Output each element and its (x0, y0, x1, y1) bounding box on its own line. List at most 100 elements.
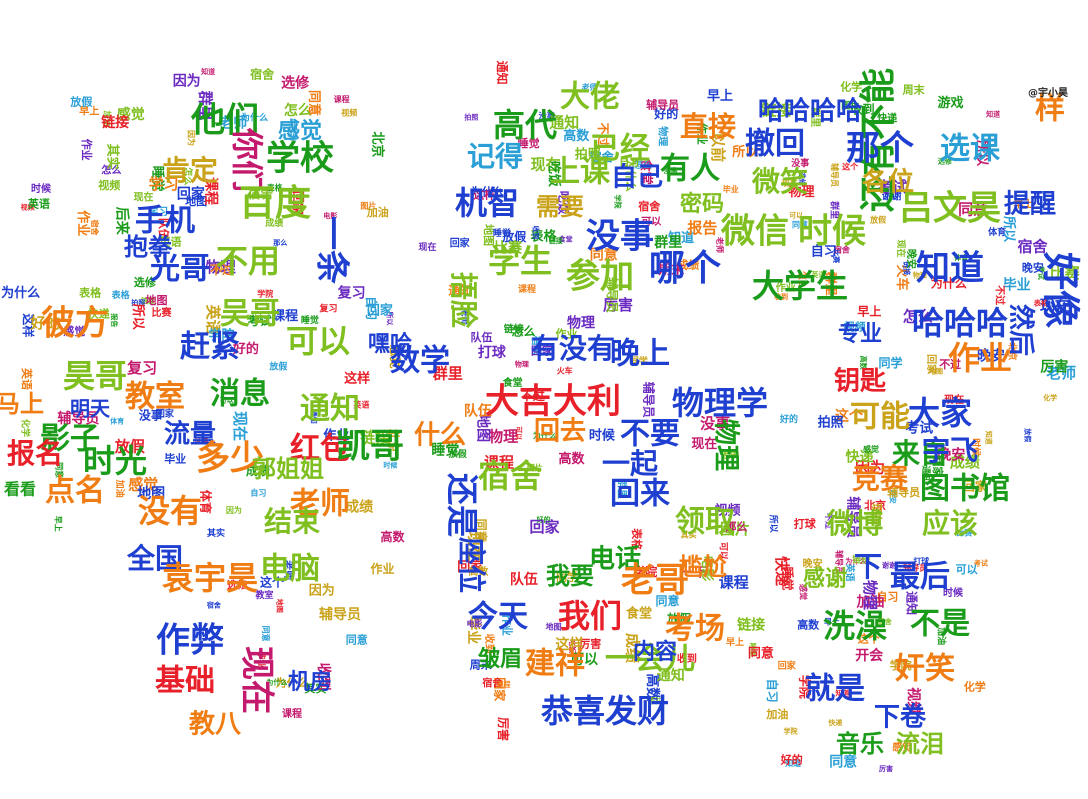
cloud-word-small: 回家 (778, 659, 797, 671)
cloud-word-small: 放假 (114, 438, 146, 456)
cloud-word-small: 学院 (257, 288, 273, 298)
cloud-word-small: 比赛 (152, 306, 173, 319)
cloud-word-small: 课程 (203, 177, 219, 205)
cloud-word-small: 辅导员 (830, 163, 840, 187)
cloud-word: 老哥 (621, 561, 689, 601)
cloud-word-small: 同意 (829, 753, 857, 770)
cloud-word: 知道 (916, 249, 984, 289)
cloud-word-small: 考试 (905, 420, 933, 437)
cloud-word: 机房 (288, 669, 332, 695)
cloud-word-small: 好的 (29, 314, 60, 332)
cloud-word-small: 后来 (114, 207, 131, 236)
cloud-word: 微信 (720, 212, 789, 252)
cloud-word-small: 加油 (765, 707, 788, 721)
cloud-word: 嘿哈 (368, 331, 412, 357)
cloud-word-small: 高数 (380, 529, 405, 544)
cloud-word-small: 现在 (418, 241, 436, 253)
cloud-word-small: 宿舍 (90, 220, 100, 237)
cloud-word: 学校 (266, 139, 334, 179)
cloud-word: 下卷 (874, 703, 927, 733)
cloud-word-small: 北京 (369, 131, 385, 157)
cloud-word-small: 学习 (148, 205, 168, 218)
cloud-word-small: 作业 (696, 123, 710, 145)
cloud-word-small: 好的 (653, 106, 678, 121)
cloud-word-small: 辅导员 (642, 382, 657, 418)
cloud-word: 最后 (890, 560, 950, 595)
cloud-word-small: 没事 (664, 166, 678, 175)
cloud-word-small: 火车 (557, 366, 573, 376)
cloud-word-small: 食堂 (638, 159, 654, 185)
cloud-word-small: 回家 (931, 455, 945, 478)
cloud-word-small: 回家 (531, 344, 554, 358)
cloud-word-small: 睡觉 (431, 441, 459, 458)
cloud-word-small: 早上 (1014, 197, 1034, 210)
cloud-word-small: 吃饭 (546, 161, 562, 187)
cloud-word: 领取 (675, 505, 735, 540)
cloud-word-small: 快递 (828, 718, 843, 727)
cloud-word-small: 收到 (851, 102, 875, 117)
cloud-word-small: 辅导员 (319, 606, 361, 623)
cloud-word-small: 辅导员 (57, 410, 99, 427)
cloud-word-small: 那么 (726, 520, 748, 534)
cloud-word-small: 怎么 (101, 164, 121, 177)
cloud-word-small: 老师 (282, 559, 295, 580)
cloud-word-small: 英语 (20, 367, 34, 390)
cloud-word-small: 那么 (273, 238, 287, 247)
cloud-word: 流量 (164, 420, 216, 450)
cloud-word: 什么 (414, 421, 466, 451)
cloud-word-small: 现在 (782, 178, 798, 188)
cloud-word-small: 因为 (186, 130, 196, 146)
cloud-word-small: 回家 (156, 408, 175, 420)
cloud-word-small: 这样 (21, 313, 36, 337)
cloud-word: 哈哈哈哈 (758, 97, 862, 127)
cloud-word-small: 吃饭 (568, 639, 577, 653)
cloud-word-small: 可以 (789, 212, 803, 220)
cloud-word-small: 地图 (146, 293, 168, 307)
cloud-word-small: 感觉 (388, 345, 403, 369)
cloud-word-small: 早上 (824, 616, 840, 626)
cloud-word-small: 成绩 (677, 258, 699, 272)
cloud-word-small: 选修 (281, 75, 310, 92)
cloud-word-small: 时候 (589, 428, 616, 444)
cloud-word-small: 宿舍 (250, 67, 275, 82)
cloud-word: 自己 (611, 162, 663, 193)
cloud-word-small: 放假 (869, 214, 886, 224)
cloud-word-small: 怎么 (903, 307, 933, 325)
cloud-word-small: 学院 (208, 328, 234, 344)
cloud-word-small: 链接 (503, 322, 524, 335)
cloud-word-small: 时候 (383, 460, 398, 469)
cloud-word-small: 回家 (529, 518, 559, 536)
cloud-word-small: 群里 (433, 364, 463, 382)
cloud-word-small: 放假 (69, 94, 93, 108)
cloud-word-small: 同意 (748, 646, 774, 662)
cloud-word-small: 这个 (842, 162, 859, 172)
cloud-word-small: 图片 (841, 99, 859, 111)
cloud-word-small: 视频 (905, 687, 922, 715)
cloud-word-small: 同意 (655, 593, 679, 608)
cloud-word-small: 英语 (844, 562, 856, 581)
cloud-word: 下 (854, 550, 882, 583)
cloud-word-small: 表格 (630, 527, 644, 551)
cloud-word-small: 周末 (470, 657, 493, 671)
cloud-word-small: 通知 (657, 667, 685, 684)
cloud-word-small: 收到 (677, 652, 697, 665)
cloud-word-small: 怎么 (634, 159, 652, 171)
cloud-word-small: 作业 (80, 139, 94, 161)
cloud-word: 昊哥 (63, 357, 127, 395)
cloud-word: 应该 (922, 507, 978, 540)
cloud-word-small: 所以 (1001, 216, 1017, 242)
cloud-word-small: 快递 (773, 556, 791, 586)
cloud-word: 需要 (536, 193, 584, 221)
cloud-word-small: 比赛 (494, 239, 523, 256)
cloud-word: 凯哥 (336, 427, 404, 467)
cloud-word-small: 报告 (687, 219, 717, 237)
cloud-word-small: 英语 (352, 399, 369, 409)
cloud-word-small: 早上 (54, 516, 64, 532)
cloud-word: 撤回 (745, 127, 805, 162)
cloud-word-small: 收到 (483, 634, 496, 654)
cloud-word-small: 地图 (546, 621, 562, 631)
cloud-word-small: 体育 (110, 416, 124, 425)
cloud-word-small: 其实 (207, 527, 225, 539)
cloud-word-small: 同学 (556, 570, 578, 584)
cloud-word: 洗澡 (823, 607, 887, 645)
